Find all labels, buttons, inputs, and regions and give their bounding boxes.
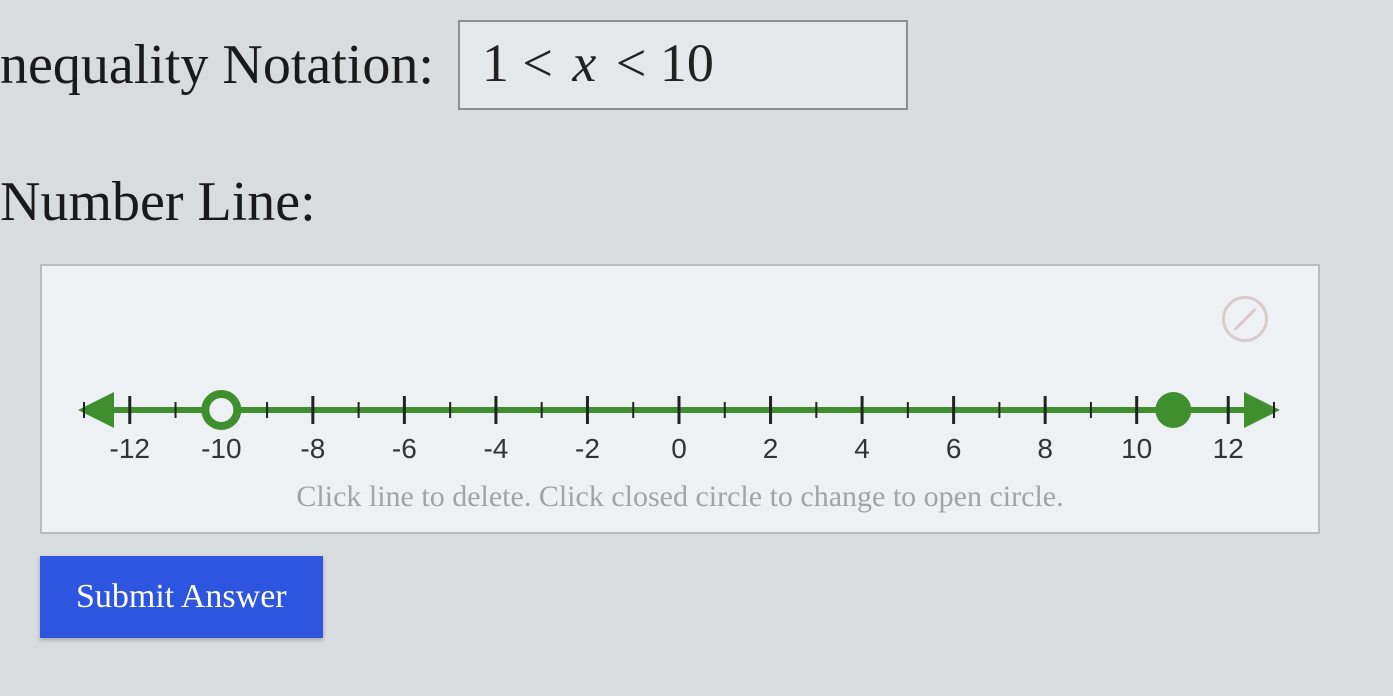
svg-text:10: 10 — [1121, 433, 1152, 464]
ineq-lhs: 1 — [482, 33, 509, 93]
svg-text:4: 4 — [854, 433, 870, 464]
numberline-hint: Click line to delete. Click closed circl… — [64, 480, 1296, 514]
inequality-expression: 1 < x < 10 — [482, 33, 714, 93]
svg-text:6: 6 — [946, 433, 962, 464]
svg-text:-12: -12 — [110, 433, 150, 464]
svg-text:-2: -2 — [575, 433, 600, 464]
svg-text:2: 2 — [763, 433, 779, 464]
submit-button[interactable]: Submit Answer — [40, 556, 323, 638]
svg-text:0: 0 — [671, 433, 687, 464]
inequality-input[interactable]: 1 < x < 10 — [458, 20, 908, 110]
ineq-var: x — [566, 33, 602, 93]
svg-text:-6: -6 — [392, 433, 417, 464]
numberline-panel: -12 -10 -8 -6 -4 -2 0 2 4 6 8 10 12 Click line to de… — [40, 264, 1320, 534]
ineq-op1: < — [522, 33, 552, 93]
svg-text:8: 8 — [1037, 433, 1053, 464]
svg-text:-10: -10 — [201, 433, 241, 464]
svg-text:-8: -8 — [300, 433, 325, 464]
ineq-rhs: 10 — [660, 33, 714, 93]
numberline-canvas[interactable]: -12 -10 -8 -6 -4 -2 0 2 4 6 8 10 12 — [64, 290, 1294, 480]
numberline-label: Number Line: — [0, 170, 1393, 234]
ineq-op2: < — [616, 33, 646, 93]
svg-text:-4: -4 — [483, 433, 508, 464]
inequality-label: nequality Notation: — [0, 33, 434, 97]
svg-text:12: 12 — [1213, 433, 1244, 464]
reset-icon[interactable] — [1222, 296, 1268, 342]
